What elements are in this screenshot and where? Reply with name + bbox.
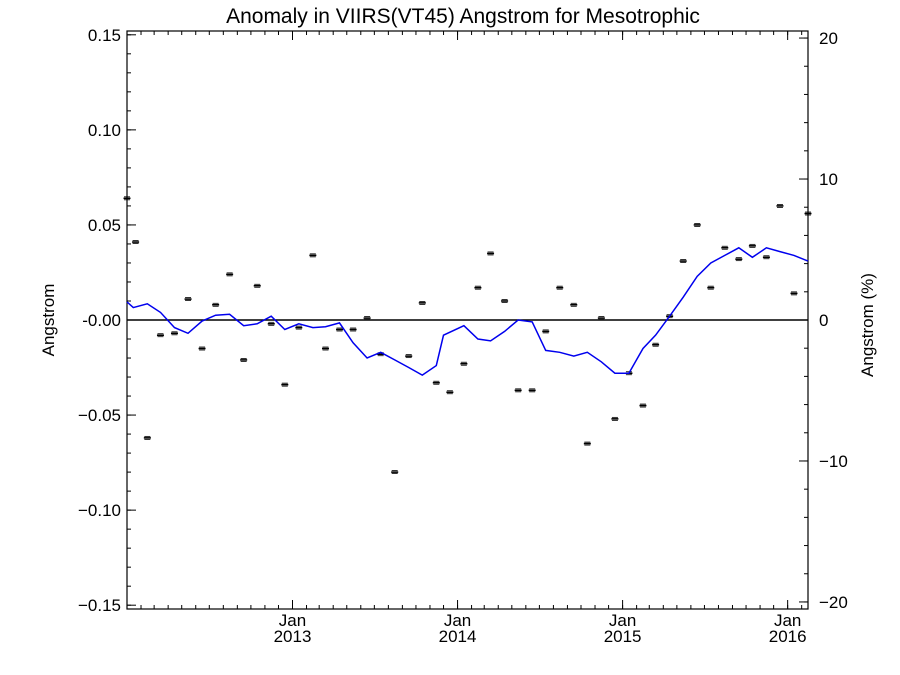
y2-tick-label: 0 (819, 311, 828, 330)
data-point (460, 361, 468, 366)
data-point (570, 302, 578, 307)
data-point (309, 253, 317, 258)
y-tick-label: -0.00 (82, 311, 121, 330)
data-point (652, 342, 660, 347)
data-point (556, 285, 564, 290)
data-point (611, 416, 619, 421)
right-axis: 20 10 0 −10 −20 (799, 29, 848, 612)
series-layer (123, 196, 812, 475)
y2-tick-label: −20 (819, 593, 848, 612)
x-tick-year: 2016 (769, 627, 807, 646)
chart-title: Anomaly in VIIRS(VT45) Angstrom for Meso… (226, 5, 700, 28)
y-tick-label: −0.05 (78, 406, 121, 425)
data-point (391, 470, 399, 475)
y2-tick-label: 20 (819, 29, 838, 48)
data-point (762, 255, 770, 260)
data-point (226, 272, 234, 277)
data-point (790, 291, 798, 296)
y-tick-label: −0.15 (78, 596, 121, 615)
data-point (474, 285, 482, 290)
x-tick-month: Jan (279, 611, 306, 630)
data-point (748, 243, 756, 248)
y-axis-label: Angstrom (39, 284, 58, 357)
x-tick-year: 2015 (604, 627, 642, 646)
data-point (170, 331, 178, 336)
data-point (295, 325, 303, 330)
x-tick-month: Jan (774, 611, 801, 630)
y-tick-label: 0.05 (88, 216, 121, 235)
x-tick-year: 2014 (439, 627, 477, 646)
data-point (501, 299, 509, 303)
data-point (735, 257, 743, 262)
data-point (583, 441, 591, 446)
data-point (363, 316, 371, 320)
data-point (132, 240, 140, 244)
data-point (679, 259, 687, 263)
y2-tick-label: 10 (819, 170, 838, 189)
x-tick-month: Jan (444, 611, 471, 630)
blue-series-line (126, 246, 809, 376)
data-point (597, 316, 605, 320)
data-point (542, 329, 550, 334)
data-point (776, 204, 784, 208)
data-point (693, 223, 701, 227)
x-tick-month: Jan (609, 611, 636, 630)
plot-area (126, 30, 809, 610)
x-tick-year: 2013 (274, 627, 312, 646)
data-point (123, 196, 131, 201)
data-point (253, 283, 261, 288)
data-point (240, 358, 248, 362)
data-point (707, 285, 715, 290)
data-point (804, 211, 812, 216)
data-point (322, 346, 330, 351)
data-point (487, 251, 495, 256)
data-point (198, 346, 206, 351)
data-point (184, 297, 192, 301)
data-point (432, 380, 440, 385)
y-tick-label: −0.10 (78, 501, 121, 520)
y-tick-label: 0.10 (88, 121, 121, 140)
data-point (418, 300, 426, 305)
data-point (639, 403, 647, 408)
data-point (446, 390, 454, 395)
left-axis: 0.15 0.10 0.05 -0.00 −0.05 −0.10 −0.15 (78, 26, 136, 615)
data-point (281, 382, 289, 387)
data-point (156, 333, 164, 338)
y-tick-label: 0.15 (88, 26, 121, 45)
data-point (336, 327, 344, 332)
data-point (514, 388, 522, 393)
data-point (267, 321, 275, 326)
data-point (349, 327, 357, 332)
data-point (405, 354, 413, 359)
y2-tick-label: −10 (819, 452, 848, 471)
data-point (528, 388, 536, 393)
data-point (721, 245, 729, 250)
y2-axis-label: Angstrom (%) (858, 273, 877, 377)
data-point (212, 302, 220, 307)
data-point (143, 435, 151, 440)
